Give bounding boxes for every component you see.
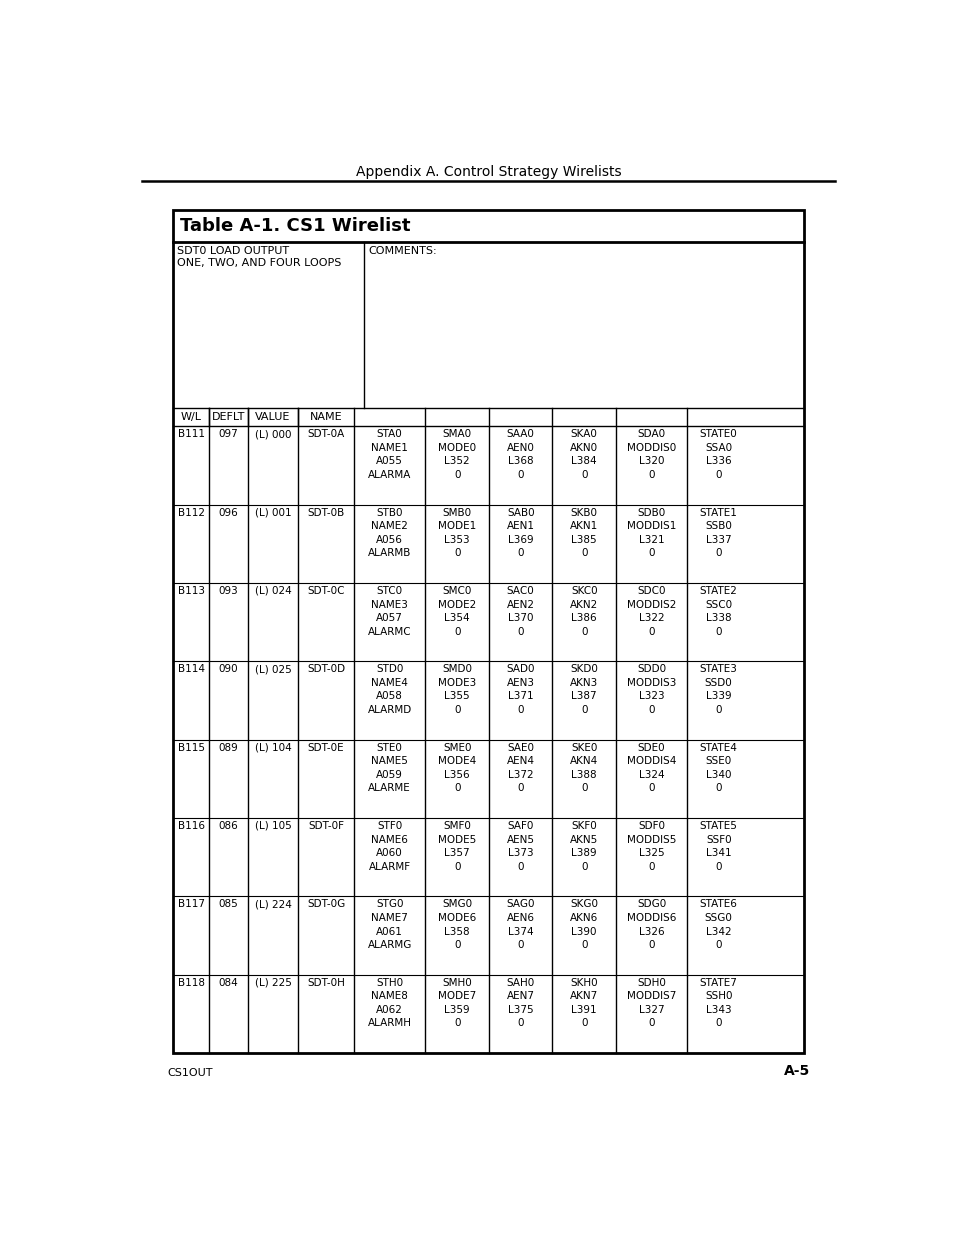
Text: STATE3
SSD0
L339
0: STATE3 SSD0 L339 0 <box>700 664 737 715</box>
Text: STATE1
SSB0
L337
0: STATE1 SSB0 L337 0 <box>700 508 737 558</box>
Text: SDD0
MODDIS3
L323
0: SDD0 MODDIS3 L323 0 <box>626 664 676 715</box>
Text: (L) 025: (L) 025 <box>254 664 292 674</box>
Text: SDE0
MODDIS4
L324
0: SDE0 MODDIS4 L324 0 <box>626 742 676 793</box>
Text: SMH0
MODE7
L359
0: SMH0 MODE7 L359 0 <box>437 978 476 1029</box>
Text: SAB0
AEN1
L369
0: SAB0 AEN1 L369 0 <box>506 508 534 558</box>
Text: A-5: A-5 <box>783 1063 810 1078</box>
Text: 086: 086 <box>218 821 238 831</box>
Text: SDT-0A: SDT-0A <box>307 430 344 440</box>
Text: 085: 085 <box>218 899 238 909</box>
Text: (L) 225: (L) 225 <box>254 978 292 988</box>
Text: (L) 001: (L) 001 <box>254 508 291 517</box>
Text: COMMENTS:: COMMENTS: <box>369 246 437 256</box>
Text: SKC0
AKN2
L386
0: SKC0 AKN2 L386 0 <box>570 585 598 637</box>
Text: STATE7
SSH0
L343
0: STATE7 SSH0 L343 0 <box>700 978 737 1029</box>
Text: B111: B111 <box>177 430 205 440</box>
Text: SKF0
AKN5
L389
0: SKF0 AKN5 L389 0 <box>570 821 598 872</box>
Text: SKE0
AKN4
L388
0: SKE0 AKN4 L388 0 <box>570 742 598 793</box>
Text: STG0
NAME7
A061
ALARMG: STG0 NAME7 A061 ALARMG <box>367 899 412 950</box>
Text: NAME: NAME <box>310 412 342 422</box>
Text: SDF0
MODDIS5
L325
0: SDF0 MODDIS5 L325 0 <box>626 821 676 872</box>
Text: 089: 089 <box>218 742 238 752</box>
Text: SAE0
AEN4
L372
0: SAE0 AEN4 L372 0 <box>506 742 534 793</box>
Text: SAG0
AEN6
L374
0: SAG0 AEN6 L374 0 <box>506 899 535 950</box>
Bar <box>173 210 803 1053</box>
Text: SDG0
MODDIS6
L326
0: SDG0 MODDIS6 L326 0 <box>626 899 676 950</box>
Text: STH0
NAME8
A062
ALARMH: STH0 NAME8 A062 ALARMH <box>367 978 412 1029</box>
Text: SAD0
AEN3
L371
0: SAD0 AEN3 L371 0 <box>506 664 535 715</box>
Text: STATE5
SSF0
L341
0: STATE5 SSF0 L341 0 <box>700 821 737 872</box>
Text: SDC0
MODDIS2
L322
0: SDC0 MODDIS2 L322 0 <box>626 585 676 637</box>
Text: 097: 097 <box>218 430 238 440</box>
Text: CS1OUT: CS1OUT <box>167 1067 213 1078</box>
Text: SDT-0B: SDT-0B <box>307 508 344 517</box>
Text: B118: B118 <box>177 978 205 988</box>
Text: Table A-1. CS1 Wirelist: Table A-1. CS1 Wirelist <box>180 217 411 235</box>
Text: SAF0
AEN5
L373
0: SAF0 AEN5 L373 0 <box>506 821 534 872</box>
Text: STC0
NAME3
A057
ALARMC: STC0 NAME3 A057 ALARMC <box>368 585 411 637</box>
Text: (L) 224: (L) 224 <box>254 899 292 909</box>
Text: SKB0
AKN1
L385
0: SKB0 AKN1 L385 0 <box>570 508 598 558</box>
Text: STATE6
SSG0
L342
0: STATE6 SSG0 L342 0 <box>700 899 737 950</box>
Text: STATE0
SSA0
L336
0: STATE0 SSA0 L336 0 <box>700 430 737 480</box>
Text: SKG0
AKN6
L390
0: SKG0 AKN6 L390 0 <box>570 899 598 950</box>
Text: SKH0
AKN7
L391
0: SKH0 AKN7 L391 0 <box>570 978 598 1029</box>
Text: B114: B114 <box>177 664 205 674</box>
Text: Appendix A. Control Strategy Wirelists: Appendix A. Control Strategy Wirelists <box>355 165 621 179</box>
Text: B116: B116 <box>177 821 205 831</box>
Text: VALUE: VALUE <box>255 412 291 422</box>
Text: SME0
MODE4
L356
0: SME0 MODE4 L356 0 <box>437 742 476 793</box>
Text: STA0
NAME1
A055
ALARMA: STA0 NAME1 A055 ALARMA <box>368 430 411 480</box>
Text: (L) 024: (L) 024 <box>254 585 292 597</box>
Text: SMA0
MODE0
L352
0: SMA0 MODE0 L352 0 <box>437 430 476 480</box>
Text: SMG0
MODE6
L358
0: SMG0 MODE6 L358 0 <box>437 899 476 950</box>
Text: 090: 090 <box>218 664 238 674</box>
Text: B112: B112 <box>177 508 205 517</box>
Text: W/L: W/L <box>181 412 202 422</box>
Text: (L) 000: (L) 000 <box>254 430 291 440</box>
Text: STF0
NAME6
A060
ALARMF: STF0 NAME6 A060 ALARMF <box>368 821 411 872</box>
Text: STD0
NAME4
A058
ALARMD: STD0 NAME4 A058 ALARMD <box>367 664 412 715</box>
Text: SKA0
AKN0
L384
0: SKA0 AKN0 L384 0 <box>570 430 598 480</box>
Text: SDT-0E: SDT-0E <box>308 742 344 752</box>
Text: SMD0
MODE3
L355
0: SMD0 MODE3 L355 0 <box>437 664 476 715</box>
Text: 093: 093 <box>218 585 238 597</box>
Text: SDT-0C: SDT-0C <box>307 585 345 597</box>
Text: 084: 084 <box>218 978 238 988</box>
Text: B113: B113 <box>177 585 205 597</box>
Text: B115: B115 <box>177 742 205 752</box>
Text: SDB0
MODDIS1
L321
0: SDB0 MODDIS1 L321 0 <box>626 508 676 558</box>
Text: (L) 105: (L) 105 <box>254 821 292 831</box>
Text: SAH0
AEN7
L375
0: SAH0 AEN7 L375 0 <box>506 978 535 1029</box>
Text: SMC0
MODE2
L354
0: SMC0 MODE2 L354 0 <box>437 585 476 637</box>
Text: STATE4
SSE0
L340
0: STATE4 SSE0 L340 0 <box>700 742 737 793</box>
Text: SDH0
MODDIS7
L327
0: SDH0 MODDIS7 L327 0 <box>626 978 676 1029</box>
Text: SDT-0F: SDT-0F <box>308 821 344 831</box>
Text: STATE2
SSC0
L338
0: STATE2 SSC0 L338 0 <box>700 585 737 637</box>
Text: SKD0
AKN3
L387
0: SKD0 AKN3 L387 0 <box>570 664 598 715</box>
Text: DEFLT: DEFLT <box>212 412 245 422</box>
Text: SDA0
MODDIS0
L320
0: SDA0 MODDIS0 L320 0 <box>626 430 676 480</box>
Text: SAC0
AEN2
L370
0: SAC0 AEN2 L370 0 <box>506 585 534 637</box>
Text: SDT0 LOAD OUTPUT
ONE, TWO, AND FOUR LOOPS: SDT0 LOAD OUTPUT ONE, TWO, AND FOUR LOOP… <box>177 246 341 268</box>
Text: SDT-0D: SDT-0D <box>307 664 345 674</box>
Text: 096: 096 <box>218 508 238 517</box>
Text: SMF0
MODE5
L357
0: SMF0 MODE5 L357 0 <box>437 821 476 872</box>
Text: SAA0
AEN0
L368
0: SAA0 AEN0 L368 0 <box>506 430 534 480</box>
Text: (L) 104: (L) 104 <box>254 742 292 752</box>
Text: SMB0
MODE1
L353
0: SMB0 MODE1 L353 0 <box>437 508 476 558</box>
Text: SDT-0G: SDT-0G <box>307 899 345 909</box>
Text: STE0
NAME5
A059
ALARME: STE0 NAME5 A059 ALARME <box>368 742 411 793</box>
Text: STB0
NAME2
A056
ALARMB: STB0 NAME2 A056 ALARMB <box>368 508 411 558</box>
Text: SDT-0H: SDT-0H <box>307 978 345 988</box>
Text: B117: B117 <box>177 899 205 909</box>
